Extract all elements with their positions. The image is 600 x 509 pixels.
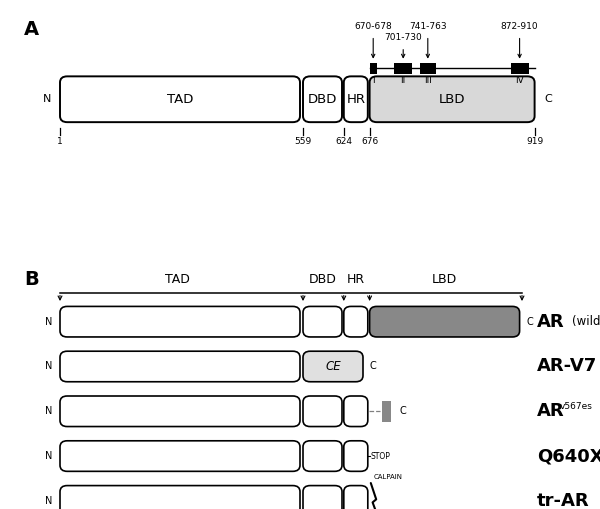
Bar	[370, 63, 377, 74]
Text: C: C	[526, 317, 533, 327]
Text: 559: 559	[295, 137, 311, 147]
Text: 1: 1	[57, 137, 63, 147]
FancyBboxPatch shape	[370, 306, 520, 337]
Text: DBD: DBD	[308, 273, 336, 286]
Text: 872-910: 872-910	[501, 21, 538, 31]
Text: 741-763: 741-763	[409, 21, 446, 31]
Text: CE: CE	[325, 360, 341, 373]
FancyBboxPatch shape	[60, 76, 300, 122]
Text: N: N	[43, 94, 51, 104]
Text: C: C	[369, 361, 376, 372]
Text: C: C	[544, 94, 552, 104]
Text: 676: 676	[361, 137, 378, 147]
Text: LBD: LBD	[439, 93, 466, 106]
FancyBboxPatch shape	[303, 486, 342, 509]
Text: LBD: LBD	[431, 273, 457, 286]
Text: HR: HR	[347, 273, 365, 286]
Text: N: N	[46, 496, 53, 506]
Text: v567es: v567es	[560, 402, 593, 411]
Text: III: III	[424, 76, 432, 86]
Bar	[420, 63, 436, 74]
Text: CALPAIN: CALPAIN	[374, 474, 403, 480]
FancyBboxPatch shape	[344, 306, 368, 337]
Text: DBD: DBD	[308, 93, 337, 106]
Text: AR-V7: AR-V7	[537, 357, 597, 376]
Text: 919: 919	[526, 137, 543, 147]
FancyBboxPatch shape	[344, 76, 368, 122]
Text: TAD: TAD	[164, 273, 190, 286]
FancyBboxPatch shape	[344, 396, 368, 427]
Text: IV: IV	[515, 76, 524, 86]
Text: TAD: TAD	[167, 93, 193, 106]
FancyBboxPatch shape	[344, 441, 368, 471]
FancyBboxPatch shape	[60, 486, 300, 509]
Text: N: N	[46, 317, 53, 327]
Text: 670-678: 670-678	[355, 21, 392, 31]
Text: 624: 624	[335, 137, 352, 147]
Bar	[382, 401, 391, 422]
FancyBboxPatch shape	[370, 76, 535, 122]
FancyBboxPatch shape	[60, 441, 300, 471]
Text: II: II	[401, 76, 406, 86]
Text: C: C	[399, 406, 406, 416]
Text: HR: HR	[346, 93, 365, 106]
FancyBboxPatch shape	[303, 306, 342, 337]
FancyBboxPatch shape	[303, 441, 342, 471]
Text: Q640X: Q640X	[537, 447, 600, 465]
Text: B: B	[24, 270, 39, 289]
Text: N: N	[46, 361, 53, 372]
FancyBboxPatch shape	[60, 351, 300, 382]
FancyBboxPatch shape	[303, 351, 363, 382]
Bar	[394, 63, 412, 74]
Text: (wild type): (wild type)	[572, 315, 600, 328]
Bar	[511, 63, 529, 74]
Text: N: N	[46, 406, 53, 416]
Text: AR: AR	[537, 313, 565, 331]
Text: tr-AR: tr-AR	[537, 492, 590, 509]
Text: STOP: STOP	[371, 451, 391, 461]
FancyBboxPatch shape	[60, 396, 300, 427]
Text: A: A	[24, 20, 39, 39]
Text: AR: AR	[537, 402, 565, 420]
Text: N: N	[46, 451, 53, 461]
FancyBboxPatch shape	[344, 486, 368, 509]
FancyBboxPatch shape	[60, 306, 300, 337]
Text: I: I	[372, 76, 375, 86]
FancyBboxPatch shape	[303, 76, 342, 122]
FancyBboxPatch shape	[303, 396, 342, 427]
Text: 701-730: 701-730	[385, 33, 422, 42]
